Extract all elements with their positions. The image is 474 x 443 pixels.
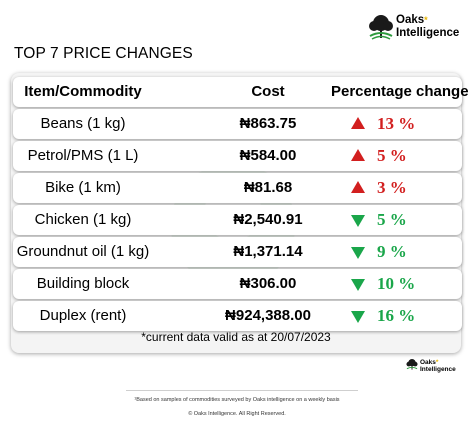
table-row: Duplex (rent) ₦924,388.00 16 % [13,301,462,331]
header-cost: Cost [251,83,285,100]
table-row: Groundnut oil (1 kg) ₦1,371.14 9 % [13,237,462,267]
table-row: Bike (1 km) ₦81.68 3 % [13,173,462,203]
header-item: Item/Commodity [24,83,142,100]
brand-logo: Oaks* Intelligence [368,14,468,44]
cost-cell: ₦81.68 [243,179,293,196]
triangle-up-icon [351,117,365,129]
change-cell: 3 % [351,173,461,203]
item-cell: Bike (1 km) [45,179,121,196]
change-cell: 5 % [351,141,461,171]
footer-divider [126,390,358,391]
triangle-down-icon [351,247,365,259]
change-cell: 5 % [351,205,461,235]
item-cell: Beans (1 kg) [40,115,126,132]
change-value: 5 % [377,146,407,165]
table-row: Building block ₦306.00 10 % [13,269,462,299]
oak-tree-icon [369,15,393,40]
change-value: 5 % [377,210,407,229]
footer-brand-line2: Intelligence [420,366,456,373]
item-cell: Chicken (1 kg) [34,211,132,228]
copyright: © Oaks Intelligence. All Right Reserved. [188,411,286,417]
change-value: 9 % [377,242,407,261]
footer-brand-star: * [435,359,439,366]
header-change: Percentage change [331,83,469,100]
change-value: 10 % [377,274,416,293]
footer-brand-line1: Oaks [420,359,436,366]
cost-cell: ₦584.00 [239,147,297,164]
item-cell: Building block [36,275,130,292]
validity-note: *current data valid as at 20/07/2023 [141,330,331,344]
brand-name-line1: Oaks [396,14,425,26]
change-cell: 10 % [351,269,461,299]
table-row: Chicken (1 kg) ₦2,540.91 5 % [13,205,462,235]
footnote: ¹Based on samples of commodities surveye… [134,397,340,403]
change-cell: 13 % [351,109,461,139]
brand-name-line2: Intelligence [396,27,460,39]
oak-tree-icon [406,359,418,370]
triangle-up-icon [351,181,365,193]
item-cell: Groundnut oil (1 kg) [16,243,150,260]
cost-cell: ₦863.75 [239,115,297,132]
change-value: 3 % [377,178,407,197]
triangle-up-icon [351,149,365,161]
change-value: 13 % [377,114,416,133]
table-row: Beans (1 kg) ₦863.75 13 % [13,109,462,139]
cost-cell: ₦1,371.14 [233,243,303,260]
triangle-down-icon [351,311,365,323]
change-cell: 9 % [351,237,461,267]
brand-star: * [424,15,428,25]
page-title: TOP 7 PRICE CHANGES [14,45,193,62]
change-cell: 16 % [351,301,461,331]
item-cell: Duplex (rent) [39,307,127,324]
triangle-down-icon [351,279,365,291]
change-value: 16 % [377,306,416,325]
cost-cell: ₦924,388.00 [225,307,311,324]
footer-brand-logo: Oaks* Intelligence [406,358,466,376]
table-row: Petrol/PMS (1 L) ₦584.00 5 % [13,141,462,171]
cost-cell: ₦2,540.91 [233,211,303,228]
item-cell: Petrol/PMS (1 L) [27,147,139,164]
triangle-down-icon [351,215,365,227]
cost-cell: ₦306.00 [239,275,297,292]
table-header-row: Item/Commodity Cost Percentage change [13,77,469,107]
